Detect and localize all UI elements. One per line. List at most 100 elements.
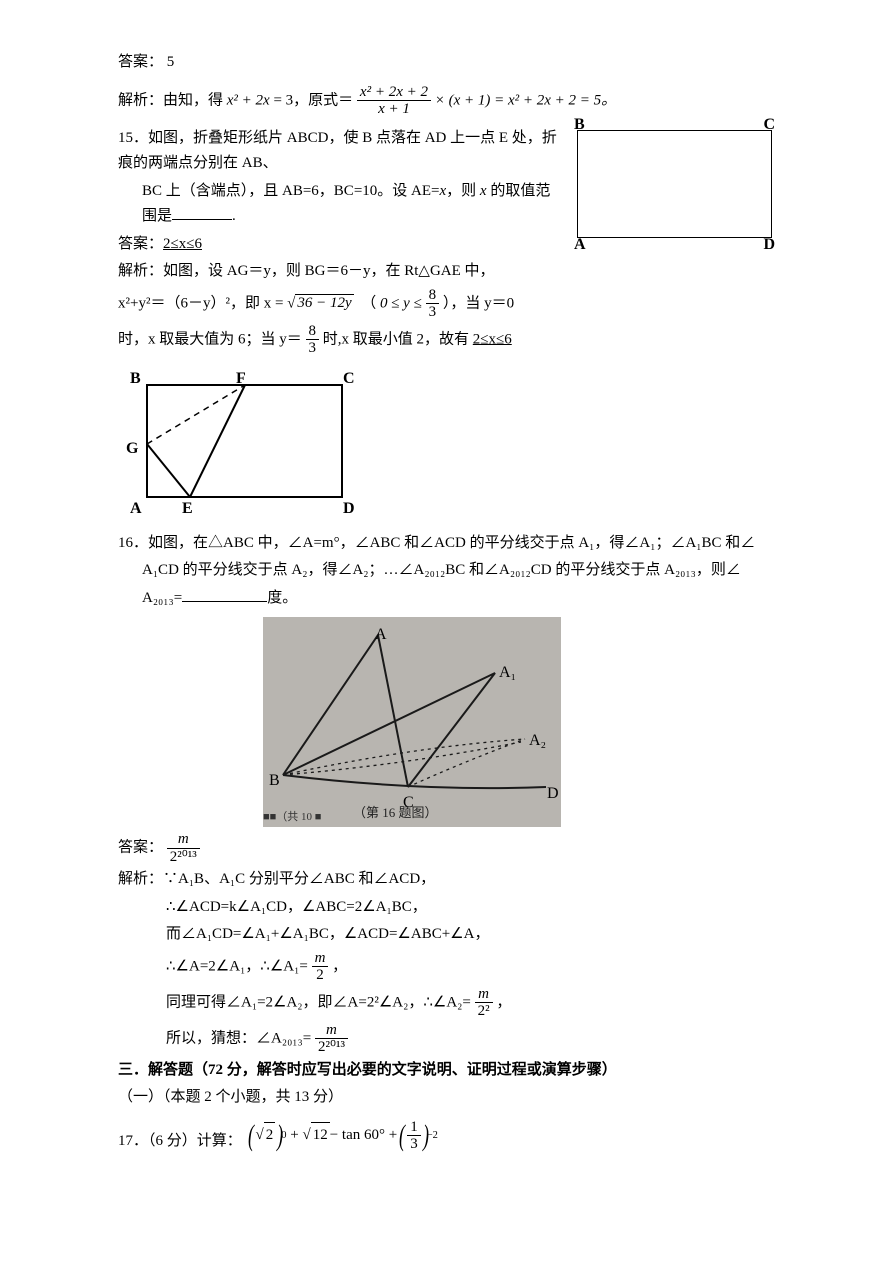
denominator: 3 (426, 303, 440, 321)
label-B: B (130, 365, 141, 392)
expl16-l1: 解析：∵A₁B、A₁C 分别平分∠ABC 和∠ACD， (118, 867, 782, 893)
answer-range: 2≤x≤6 (473, 331, 512, 347)
answer-prefix: 答案： (118, 839, 163, 855)
numerator: x² + 2x + 2 (357, 84, 431, 101)
denominator: 2²⁰¹³ (315, 1038, 348, 1056)
question-17: 17．（6 分）计算： (√2)0 + √12 − tan 60° + ( 1 … (118, 1119, 782, 1155)
numerator: m (475, 986, 493, 1003)
expl16-l6: 所以，猜想：∠A₂₀₁₃= m 2²⁰¹³ (118, 1022, 782, 1056)
expl15-line1: 解析：如图，设 AG＝y，则 BG＝6－y，在 Rt△GAE 中， (118, 259, 557, 285)
q15-line1: 15．如图，折叠矩形纸片 ABCD，使 B 点落在 AD 上一点 E 处，折痕的… (118, 126, 557, 177)
label-A: A (574, 231, 586, 258)
label-D: D (343, 495, 355, 522)
text: 时,x 取最小值 2，故有 (323, 331, 473, 347)
q-number: 15． (118, 130, 148, 146)
text: 时，x 取最大值为 6；当 y＝ (118, 331, 302, 347)
question-15-block: 15．如图，折叠矩形纸片 ABCD，使 B 点落在 AD 上一点 E 处，折痕的… (118, 126, 782, 359)
fraction: m 2 (312, 950, 329, 984)
numerator: m (312, 950, 329, 967)
answer-14: 答案： 5 (118, 50, 782, 76)
expl15-line2: x²+y²＝（6－y）²，即 x = √36 − 12y （ 0 ≤ y ≤ 8… (118, 287, 557, 321)
period: . (232, 208, 236, 224)
fraction: m 2²⁰¹³ (315, 1022, 348, 1056)
q16-line2: A₁CD 的平分线交于点 A₂，得∠A₂；…∠A₂₀₁₂BC 和∠A₂₀₁₂CD… (118, 558, 782, 584)
label-A: A (375, 621, 387, 648)
text: （ (361, 295, 376, 311)
range: 0 ≤ y ≤ (380, 295, 426, 311)
fraction: 8 3 (306, 323, 320, 357)
text: 所以，猜想：∠A₂₀₁₃= (166, 1030, 311, 1046)
fraction: x² + 2x + 2 x + 1 (357, 84, 431, 118)
denominator: 2² (475, 1002, 493, 1020)
expl15-line3: 时，x 取最大值为 6；当 y＝ 8 3 时,x 取最小值 2，故有 2≤x≤6 (118, 323, 557, 357)
text: ，则 (446, 183, 480, 199)
blank-field (172, 219, 232, 220)
label-G: G (126, 435, 138, 462)
blank-field (182, 601, 267, 602)
q16-photo-figure: A A₁ A₂ B C D （第 16 题图） ■■（共 10 ■ (263, 617, 561, 827)
denominator: 2 (312, 966, 329, 984)
label-F: F (236, 365, 246, 392)
equation-rest: × (x + 1) = x² + 2x + 2 = 5。 (435, 92, 616, 108)
equation-lhs: x² + 2x (227, 92, 270, 108)
expl16-l2: ∴∠ACD=k∠A₁CD，∠ABC=2∠A₁BC， (118, 895, 782, 921)
diagram-svg (142, 379, 352, 509)
answer-16: 答案： m 2²⁰¹³ (118, 831, 782, 865)
text: = 3，原式＝ (273, 92, 353, 108)
answer-prefix: 答案： (118, 236, 163, 252)
cut-text: ■■（共 10 ■ (263, 808, 321, 827)
text: 同理可得∠A₁=2∠A₂，即∠A=2²∠A₂，∴∠A₂= (166, 994, 471, 1010)
answer-value: 5 (167, 54, 175, 70)
answer-value: 2≤x≤6 (163, 236, 202, 252)
rectangle-figure: B C A D (567, 130, 782, 238)
label-A1: A₁ (499, 659, 516, 686)
answer-prefix: 答案： (118, 54, 163, 70)
text: ），当 y＝0 (443, 295, 514, 311)
text: 如图，折叠矩形纸片 ABCD，使 B 点落在 AD 上一点 E 处，折痕的两端点… (118, 130, 557, 172)
var: x (480, 183, 487, 199)
label-D: D (763, 231, 775, 258)
label-B: B (574, 111, 585, 138)
numerator: 8 (306, 323, 320, 340)
label-D: D (547, 780, 559, 807)
numerator: 8 (426, 287, 440, 304)
expl16-l3: 而∠A₁CD=∠A₁+∠A₁BC，∠ACD=∠ABC+∠A， (118, 922, 782, 948)
explanation-14: 解析：由知，得 x² + 2x = 3，原式＝ x² + 2x + 2 x + … (118, 84, 782, 118)
figure-caption: （第 16 题图） (353, 802, 438, 824)
numerator: m (167, 831, 200, 848)
text: 如图，在△ABC 中，∠A=m°，∠ABC 和∠ACD 的平分线交于点 A₁，得… (148, 535, 755, 551)
q-prefix: 17．（6 分）计算： (118, 1133, 242, 1149)
q-number: 16． (118, 535, 148, 551)
label-C: C (343, 365, 355, 392)
section-3-title: 三．解答题（72 分，解答时应写出必要的文字说明、证明过程或演算步骤） (118, 1058, 782, 1084)
denominator: 2²⁰¹³ (167, 848, 200, 866)
q16-line3: A₂₀₁₃= 度。 (118, 586, 782, 612)
text: x²+y²＝（6－y）²，即 (118, 295, 264, 311)
numerator: m (315, 1022, 348, 1039)
label-C: C (763, 111, 775, 138)
eq: x = √36 − 12y (264, 294, 354, 311)
text: 解析：由知，得 (118, 92, 223, 108)
expl16-l5: 同理可得∠A₁=2∠A₂，即∠A=2²∠A₂，∴∠A₂= m 2² ， (118, 986, 782, 1020)
fraction: m 2² (475, 986, 493, 1020)
text: ， (496, 994, 511, 1010)
expl16-l4: ∴∠A=2∠A₁，∴∠A₁= m 2 ， (118, 950, 782, 984)
formula: (√2)0 + √12 − tan 60° + ( 1 3 )−2 (246, 1119, 438, 1153)
label-E: E (182, 495, 193, 522)
text: BC 上（含端点），且 AB=6，BC=10。设 AE= (142, 183, 439, 199)
label-A2: A₂ (529, 727, 546, 754)
q15-line2: BC 上（含端点），且 AB=6，BC=10。设 AE=x，则 x 的取值范围是… (118, 179, 557, 230)
text: 度。 (267, 590, 297, 606)
label-B: B (269, 767, 280, 794)
fraction: m 2²⁰¹³ (167, 831, 200, 865)
folded-rectangle-figure: B F C G A E D (128, 367, 360, 517)
section-3-sub: （一）（本题 2 个小题，共 13 分） (118, 1085, 782, 1111)
q16-line1: 16．如图，在△ABC 中，∠A=m°，∠ABC 和∠ACD 的平分线交于点 A… (118, 531, 782, 557)
denominator: x + 1 (357, 100, 431, 118)
text: A₂₀₁₃= (142, 590, 182, 606)
label-A: A (130, 495, 142, 522)
answer-15: 答案：2≤x≤6 (118, 232, 557, 258)
text: ， (332, 958, 347, 974)
denominator: 3 (306, 339, 320, 357)
fraction: 8 3 (426, 287, 440, 321)
